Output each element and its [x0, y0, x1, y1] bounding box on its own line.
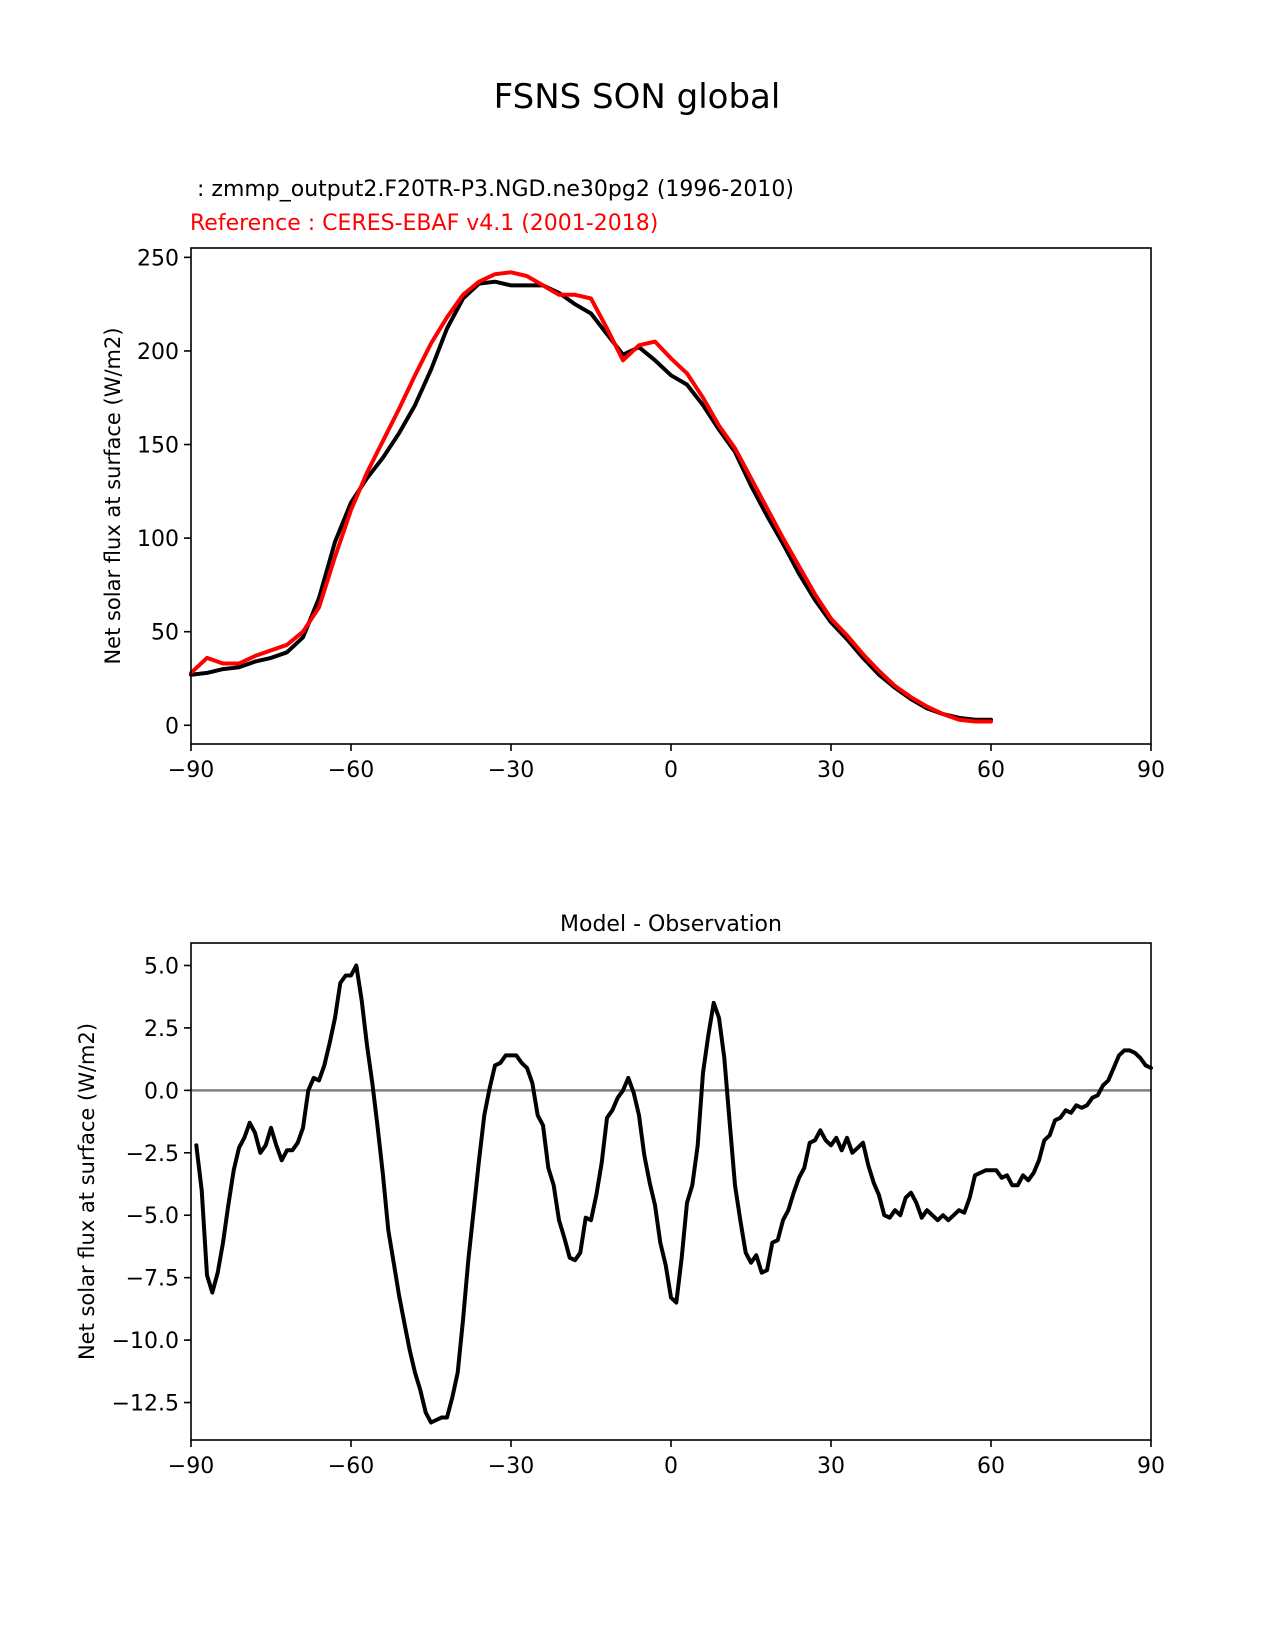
top-x-tick-label: −30 [488, 758, 534, 783]
bottom-x-tick-label: 90 [1137, 1454, 1165, 1479]
top-series-reference-line [189, 270, 993, 724]
top-x-tick-label: −60 [328, 758, 374, 783]
test-label: : zmmp_output2.F20TR-P3.NGD.ne30pg2 (199… [190, 177, 794, 202]
top-y-tick-label: 100 [137, 527, 179, 552]
top-x-tick-label: −90 [168, 758, 214, 783]
top-x-tick-label: 30 [817, 758, 845, 783]
top-y-axis-label: Net solar flux at surface (W/m2) [101, 327, 125, 664]
top-y-tick-label: 200 [137, 340, 179, 365]
top-panel: −90 −60 −30 0 30 60 90 0 50 100 150 200 250 Net solar… [101, 246, 1165, 783]
bottom-panel: Model - Observation −90 −60 −30 0 30 60 90 5.0 2.… [75, 912, 1165, 1479]
bottom-y-tick-label: −5.0 [126, 1204, 179, 1229]
bottom-x-tick-label: −60 [328, 1454, 374, 1479]
top-x-tick-label: 0 [664, 758, 678, 783]
bottom-y-tick-label: −7.5 [126, 1267, 179, 1292]
bottom-x-tick-label: −90 [168, 1454, 214, 1479]
bottom-y-tick-label: −12.5 [112, 1392, 179, 1417]
bottom-y-tick-label: 2.5 [144, 1017, 179, 1042]
top-x-tick-label: 60 [977, 758, 1005, 783]
bottom-y-tick-label: −2.5 [126, 1142, 179, 1167]
bottom-y-axis-label: Net solar flux at surface (W/m2) [75, 1023, 99, 1360]
top-y-tick-label: 0 [165, 714, 179, 739]
bottom-y-tick-label: −10.0 [112, 1329, 179, 1354]
bottom-x-tick-label: −30 [488, 1454, 534, 1479]
bottom-x-tick-label: 0 [664, 1454, 678, 1479]
bottom-x-tick-label: 30 [817, 1454, 845, 1479]
bottom-panel-title: Model - Observation [560, 912, 782, 937]
top-y-tick-label: 250 [137, 246, 179, 271]
bottom-y-tick-label: 5.0 [144, 954, 179, 979]
top-y-tick-label: 50 [151, 621, 179, 646]
figure-title: FSNS SON global [494, 77, 781, 117]
reference-label: Reference : CERES-EBAF v4.1 (2001-2018) [190, 211, 658, 236]
bottom-x-tick-label: 60 [977, 1454, 1005, 1479]
top-y-tick-label: 150 [137, 434, 179, 459]
bottom-series-difference-line [194, 963, 1153, 1425]
top-x-tick-label: 90 [1137, 758, 1165, 783]
top-series-test-line [189, 279, 993, 722]
top-axes-frame [190, 247, 1152, 745]
bottom-y-tick-label: 0.0 [144, 1079, 179, 1104]
